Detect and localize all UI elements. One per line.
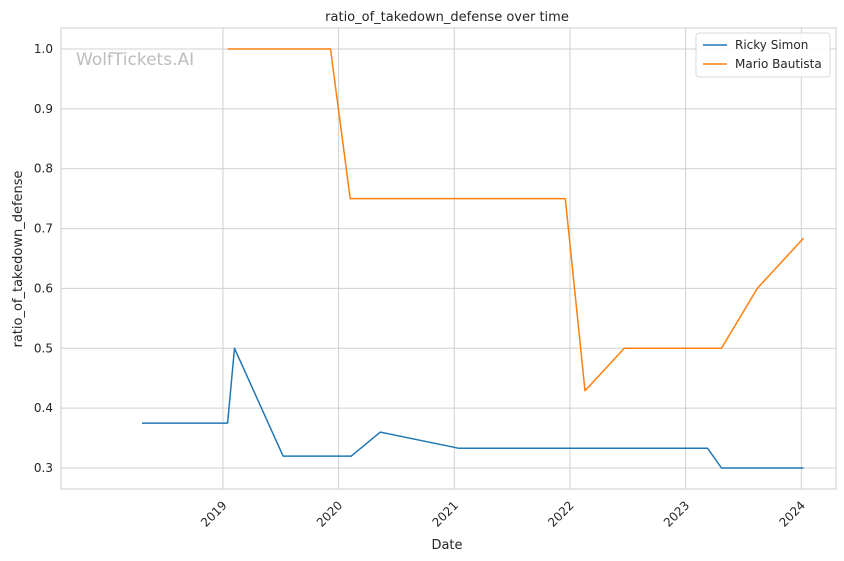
y-tick-label: 1.0: [34, 42, 53, 56]
legend-label-mario-bautista: Mario Bautista: [735, 57, 822, 71]
grid-lines: [61, 28, 836, 489]
y-tick-label: 0.7: [34, 222, 53, 236]
watermark-text: WolfTickets.AI: [76, 50, 194, 70]
y-tick-label: 0.8: [34, 162, 53, 176]
y-tick-label: 0.4: [34, 401, 53, 415]
x-axis-label: Date: [431, 538, 462, 553]
plot-area-frame: [60, 27, 837, 490]
y-tick-label: 0.9: [34, 102, 53, 116]
y-axis-label: ratio_of_takedown_defense: [11, 170, 26, 347]
legend-box: [695, 32, 831, 78]
y-tick-labels: 0.3 0.4 0.5 0.6 0.7 0.8 0.9 1.0: [34, 42, 53, 475]
legend: Ricky Simon Mario Bautista: [695, 32, 831, 78]
y-tick-label: 0.5: [34, 341, 53, 355]
y-tick-label: 0.6: [34, 281, 53, 295]
series-lines: [142, 48, 805, 469]
series-line-ricky-simon: [142, 347, 804, 469]
y-tick-label: 0.3: [34, 461, 53, 475]
chart-title: ratio_of_takedown_defense over time: [325, 10, 569, 25]
legend-label-ricky-simon: Ricky Simon: [735, 38, 808, 52]
series-line-mario-bautista: [227, 48, 805, 392]
